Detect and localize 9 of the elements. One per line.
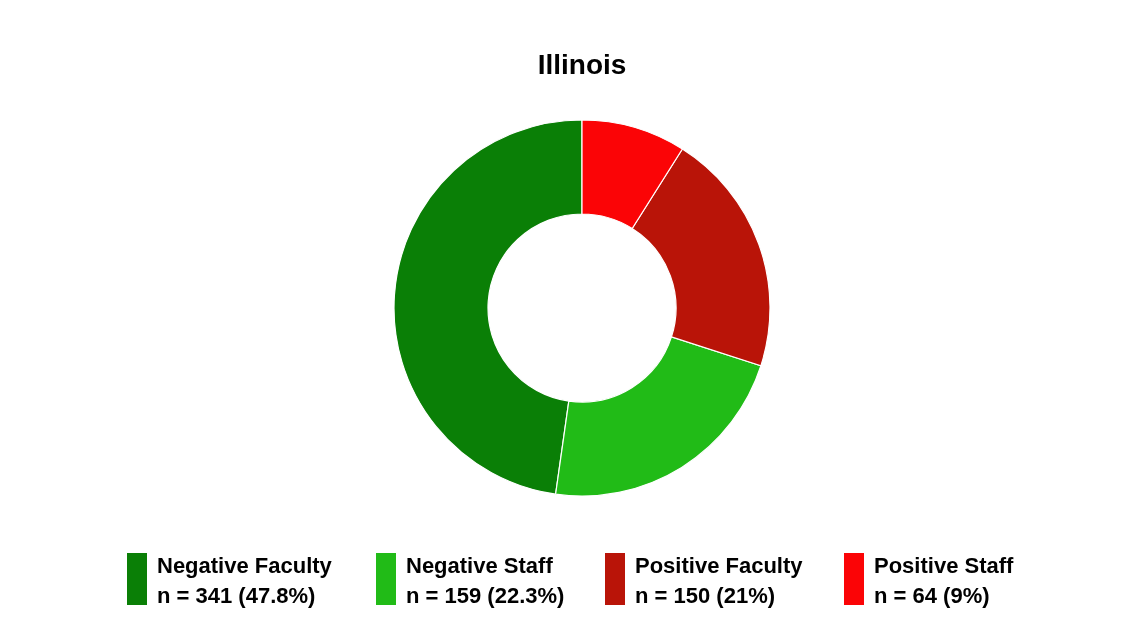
chart-title: Illinois: [537, 49, 627, 80]
data-label: n = 64 (9%): [874, 583, 990, 608]
data-label: n = 150 (21%): [635, 583, 776, 608]
legend-label: Positive Staff: [874, 553, 1015, 578]
legend-label: Negative Faculty: [157, 553, 333, 578]
legend-label: Negative Staff: [406, 553, 554, 578]
data-label: n = 341 (47.8%): [157, 583, 316, 608]
data-label: n = 159 (22.3%): [406, 583, 565, 608]
legend-label: Positive Faculty: [635, 553, 804, 578]
